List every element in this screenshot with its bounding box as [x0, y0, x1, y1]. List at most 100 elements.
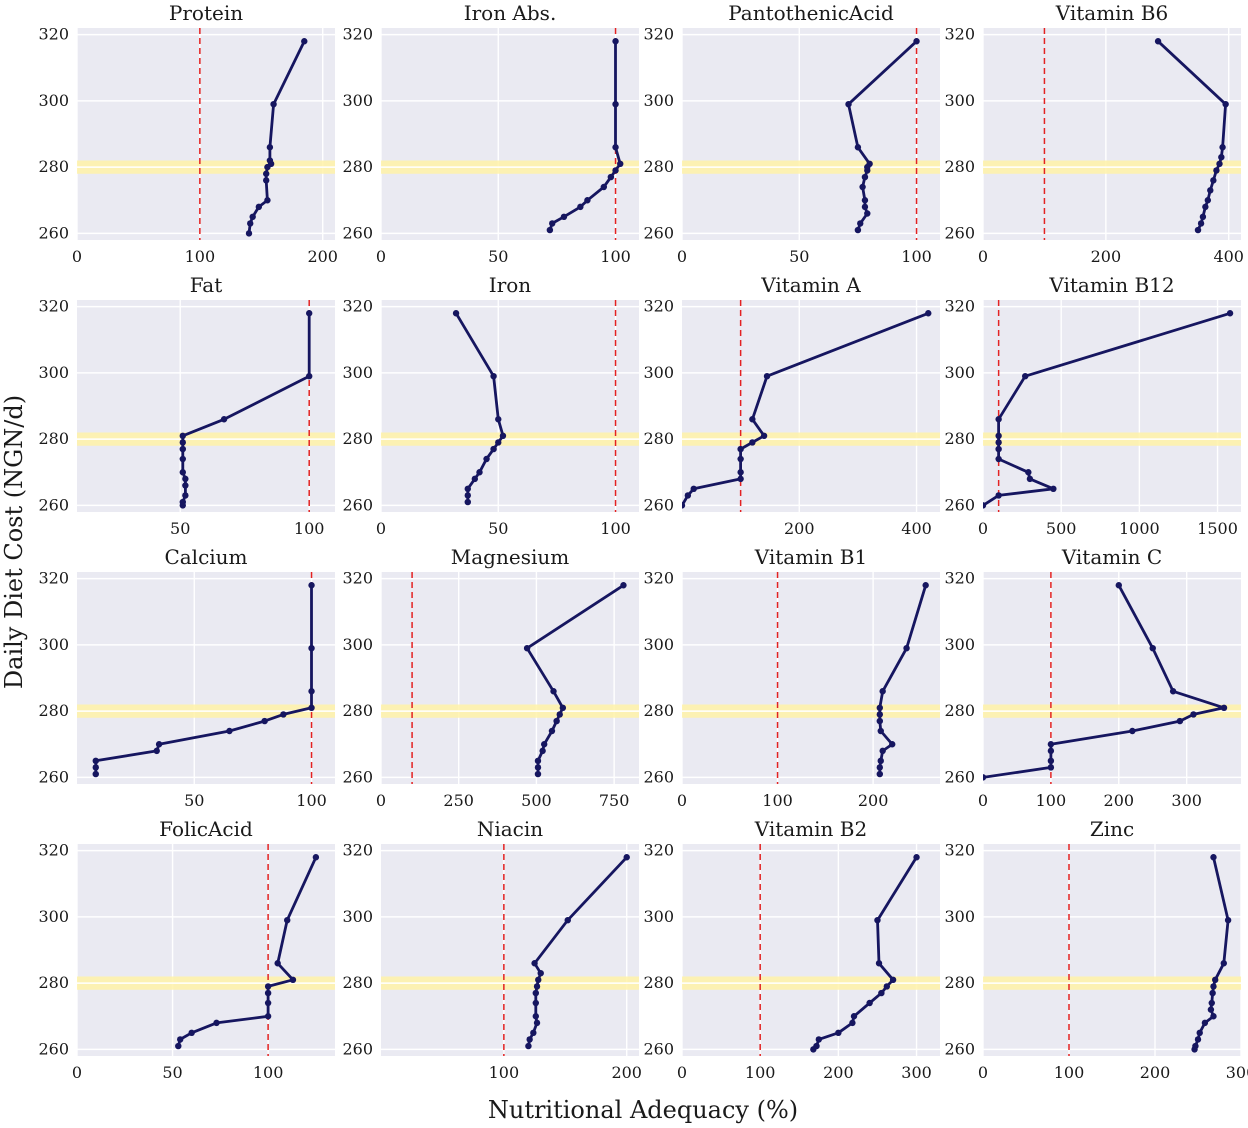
plot-content [845, 28, 920, 240]
series-line [983, 311, 1231, 507]
panel: 0 50 100 260 280 300 320 Iron [342, 273, 639, 538]
plot-area [983, 572, 1241, 784]
y-tick-label: 300 [342, 635, 373, 654]
panel: 100 200 260 280 300 320 Niacin [342, 817, 642, 1082]
data-point [312, 854, 320, 861]
panel-title: Vitamin B2 [754, 817, 867, 841]
data-point [264, 197, 271, 204]
y-tick-label: 320 [38, 297, 69, 316]
data-point [264, 999, 272, 1007]
x-tick-label: 100 [185, 247, 216, 266]
data-point [525, 1042, 532, 1050]
x-tick-label: 0 [677, 1063, 687, 1082]
x-tick-label: 0 [978, 247, 988, 266]
x-tick-label: 50 [184, 791, 204, 810]
data-point [535, 976, 542, 984]
data-point [226, 727, 233, 735]
y-tick-label: 320 [944, 569, 975, 588]
plot-area [381, 28, 639, 240]
data-point [175, 1042, 182, 1050]
data-point [1208, 999, 1215, 1007]
data-point [1204, 197, 1212, 204]
data-point [612, 167, 619, 174]
data-point [864, 210, 871, 217]
panel: 0 100 200 260 280 300 320 Vitamin B1 [643, 545, 940, 810]
data-point [876, 764, 883, 771]
data-point [866, 999, 873, 1007]
plot-area [682, 28, 940, 240]
data-point [280, 711, 287, 718]
y-tick-label: 260 [944, 1039, 975, 1058]
plot-area [381, 572, 639, 784]
x-tick-label: 100 [1054, 1063, 1085, 1082]
panel-title: Calcium [164, 545, 247, 569]
data-point [540, 741, 548, 748]
data-point [213, 1019, 220, 1027]
data-point [849, 1019, 856, 1027]
y-tick-label: 260 [342, 1039, 373, 1058]
x-tick-label: 200 [823, 1063, 854, 1082]
plot-area [983, 28, 1241, 240]
y-tick-label: 280 [342, 973, 373, 992]
data-point [922, 582, 929, 589]
y-tick-label: 260 [643, 223, 674, 242]
data-point [1199, 213, 1207, 221]
data-point [284, 916, 291, 924]
x-tick-label: 0 [376, 791, 386, 810]
data-point [995, 416, 1002, 423]
plot-content [1068, 844, 1232, 1056]
x-tick-label: 100 [489, 1063, 520, 1082]
data-point [995, 439, 1002, 446]
data-point [539, 747, 546, 755]
y-tick-label: 320 [643, 841, 674, 860]
panel: 0 100 200 260 280 300 320 Protein [38, 1, 338, 266]
y-tick-label: 260 [38, 767, 69, 786]
x-tick-label: 100 [762, 791, 793, 810]
y-tick-label: 320 [643, 25, 674, 44]
plot-content [175, 844, 320, 1056]
data-point [983, 502, 987, 509]
data-point [876, 770, 883, 778]
x-tick-label: 0 [72, 247, 82, 266]
data-point [1191, 1046, 1198, 1053]
data-point [534, 757, 542, 765]
data-point [490, 445, 497, 453]
data-point [889, 741, 896, 748]
data-point [612, 144, 619, 151]
data-point [600, 183, 608, 191]
data-point [879, 688, 886, 695]
panel: 0 50 100 260 280 300 320 PantothenicAcid [643, 1, 940, 266]
data-point [255, 203, 263, 211]
data-point [876, 711, 883, 718]
data-point [612, 100, 619, 108]
y-tick-label: 260 [944, 495, 975, 514]
data-point [864, 167, 871, 174]
data-point [995, 445, 1002, 453]
x-tick-label: 1500 [1197, 519, 1238, 538]
data-point [1210, 1013, 1217, 1020]
data-point [266, 144, 274, 151]
panel-title: Fat [190, 273, 222, 297]
data-point [263, 177, 270, 184]
data-point [499, 432, 507, 440]
x-axis-label: Nutritional Adequacy (%) [488, 1096, 798, 1124]
plot-area [77, 300, 335, 512]
data-point [1047, 747, 1055, 755]
data-point [490, 372, 497, 380]
data-point [274, 960, 281, 967]
data-point [177, 1036, 184, 1043]
data-point [1209, 989, 1216, 997]
data-point [182, 482, 189, 489]
y-tick-label: 300 [342, 91, 373, 110]
data-point [682, 502, 686, 509]
data-point [815, 1036, 823, 1043]
plot-area [682, 572, 940, 784]
plot-content [682, 300, 932, 512]
y-tick-label: 300 [643, 907, 674, 926]
data-point [995, 455, 1002, 463]
data-point [245, 230, 253, 237]
data-point [179, 502, 186, 509]
data-point [92, 770, 99, 778]
x-tick-label: 100 [901, 247, 932, 266]
